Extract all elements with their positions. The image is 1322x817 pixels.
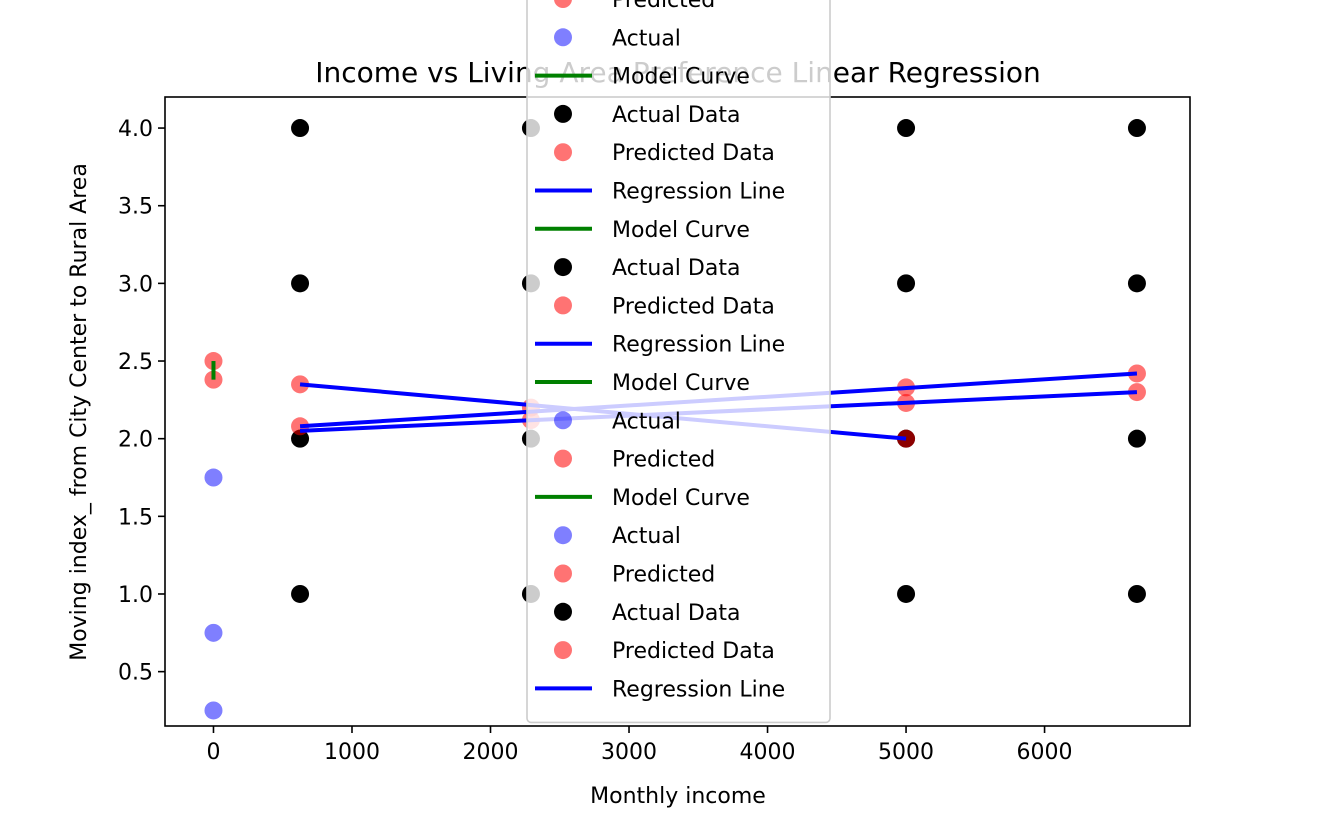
actual-data-point-8 [897,119,916,138]
legend-label: Actual [612,409,681,434]
legend-swatch-marker [554,564,572,583]
legend-box [526,0,831,724]
actual-point-2 [204,701,223,720]
legend-swatch-marker [554,526,572,545]
actual-data-point-9 [897,274,916,293]
legend-label: Predicted Data [612,294,775,319]
legend-label: Predicted [612,0,715,13]
x-tick-label: 5000 [878,740,934,765]
x-axis-label: Monthly income [590,784,766,809]
actual-data-point-0 [291,119,310,138]
actual-point-0 [204,468,223,487]
legend-swatch-marker [554,143,572,162]
legend-label: Regression Line [612,333,785,358]
legend-label: Predicted [612,448,715,473]
legend-label: Predicted Data [612,141,775,166]
actual-data-point-13 [1127,274,1146,293]
legend-label: Model Curve [612,371,750,396]
actual-point-1 [204,623,223,642]
x-tick-label: 2000 [463,740,519,765]
y-tick-label: 2.0 [118,428,153,453]
x-tick-label: 1000 [324,740,380,765]
legend-swatch-marker [554,0,572,8]
y-tick-label: 1.0 [118,583,153,608]
y-axis-label: Moving index_ from City Center to Rural … [67,163,92,661]
x-tick-label: 0 [206,740,220,765]
y-tick-label: 0.5 [118,661,153,686]
legend-swatch-marker [554,28,572,47]
y-tick-label: 2.5 [118,350,153,375]
legend-label: Model Curve [612,65,750,90]
legend-label: Predicted Data [612,639,775,664]
y-tick-label: 3.0 [118,272,153,297]
legend-swatch-marker [554,258,572,277]
x-tick-label: 3000 [601,740,657,765]
y-tick-label: 4.0 [118,117,153,142]
actual-data-point-15 [1127,584,1146,603]
legend-label: Actual [612,26,681,51]
axes-layer: 0 1000 2000 3000 4000 5000 6000 0.5 1.0 1.5 2.0 2.5… [118,117,1073,765]
legend-swatch-marker [554,641,572,660]
legend: Predicted Actual Model Curve Actual Data Pre… [526,0,831,724]
legend-swatch-marker [554,104,572,123]
actual-data-point-2 [291,429,310,448]
x-tick-label: 4000 [740,740,796,765]
x-tick-label: 6000 [1017,740,1073,765]
legend-label: Regression Line [612,180,785,205]
legend-swatch-marker [554,449,572,468]
actual-data-point-11 [897,584,916,603]
actual-data-point-3 [291,584,310,603]
actual-data-point-14 [1127,429,1146,448]
legend-label: Actual Data [612,256,740,281]
legend-swatch-marker [554,411,572,430]
actual-data-point-1 [291,274,310,293]
legend-label: Actual [612,524,681,549]
y-tick-label: 3.5 [118,195,153,220]
legend-label: Regression Line [612,677,785,702]
legend-swatch-marker [554,602,572,621]
legend-label: Model Curve [612,218,750,243]
legend-label: Actual Data [612,601,740,626]
legend-label: Actual Data [612,103,740,128]
legend-swatch-marker [554,296,572,315]
legend-label: Model Curve [612,486,750,511]
actual-data-point-12 [1127,119,1146,138]
y-tick-label: 1.5 [118,505,153,530]
legend-label: Predicted [612,563,715,588]
